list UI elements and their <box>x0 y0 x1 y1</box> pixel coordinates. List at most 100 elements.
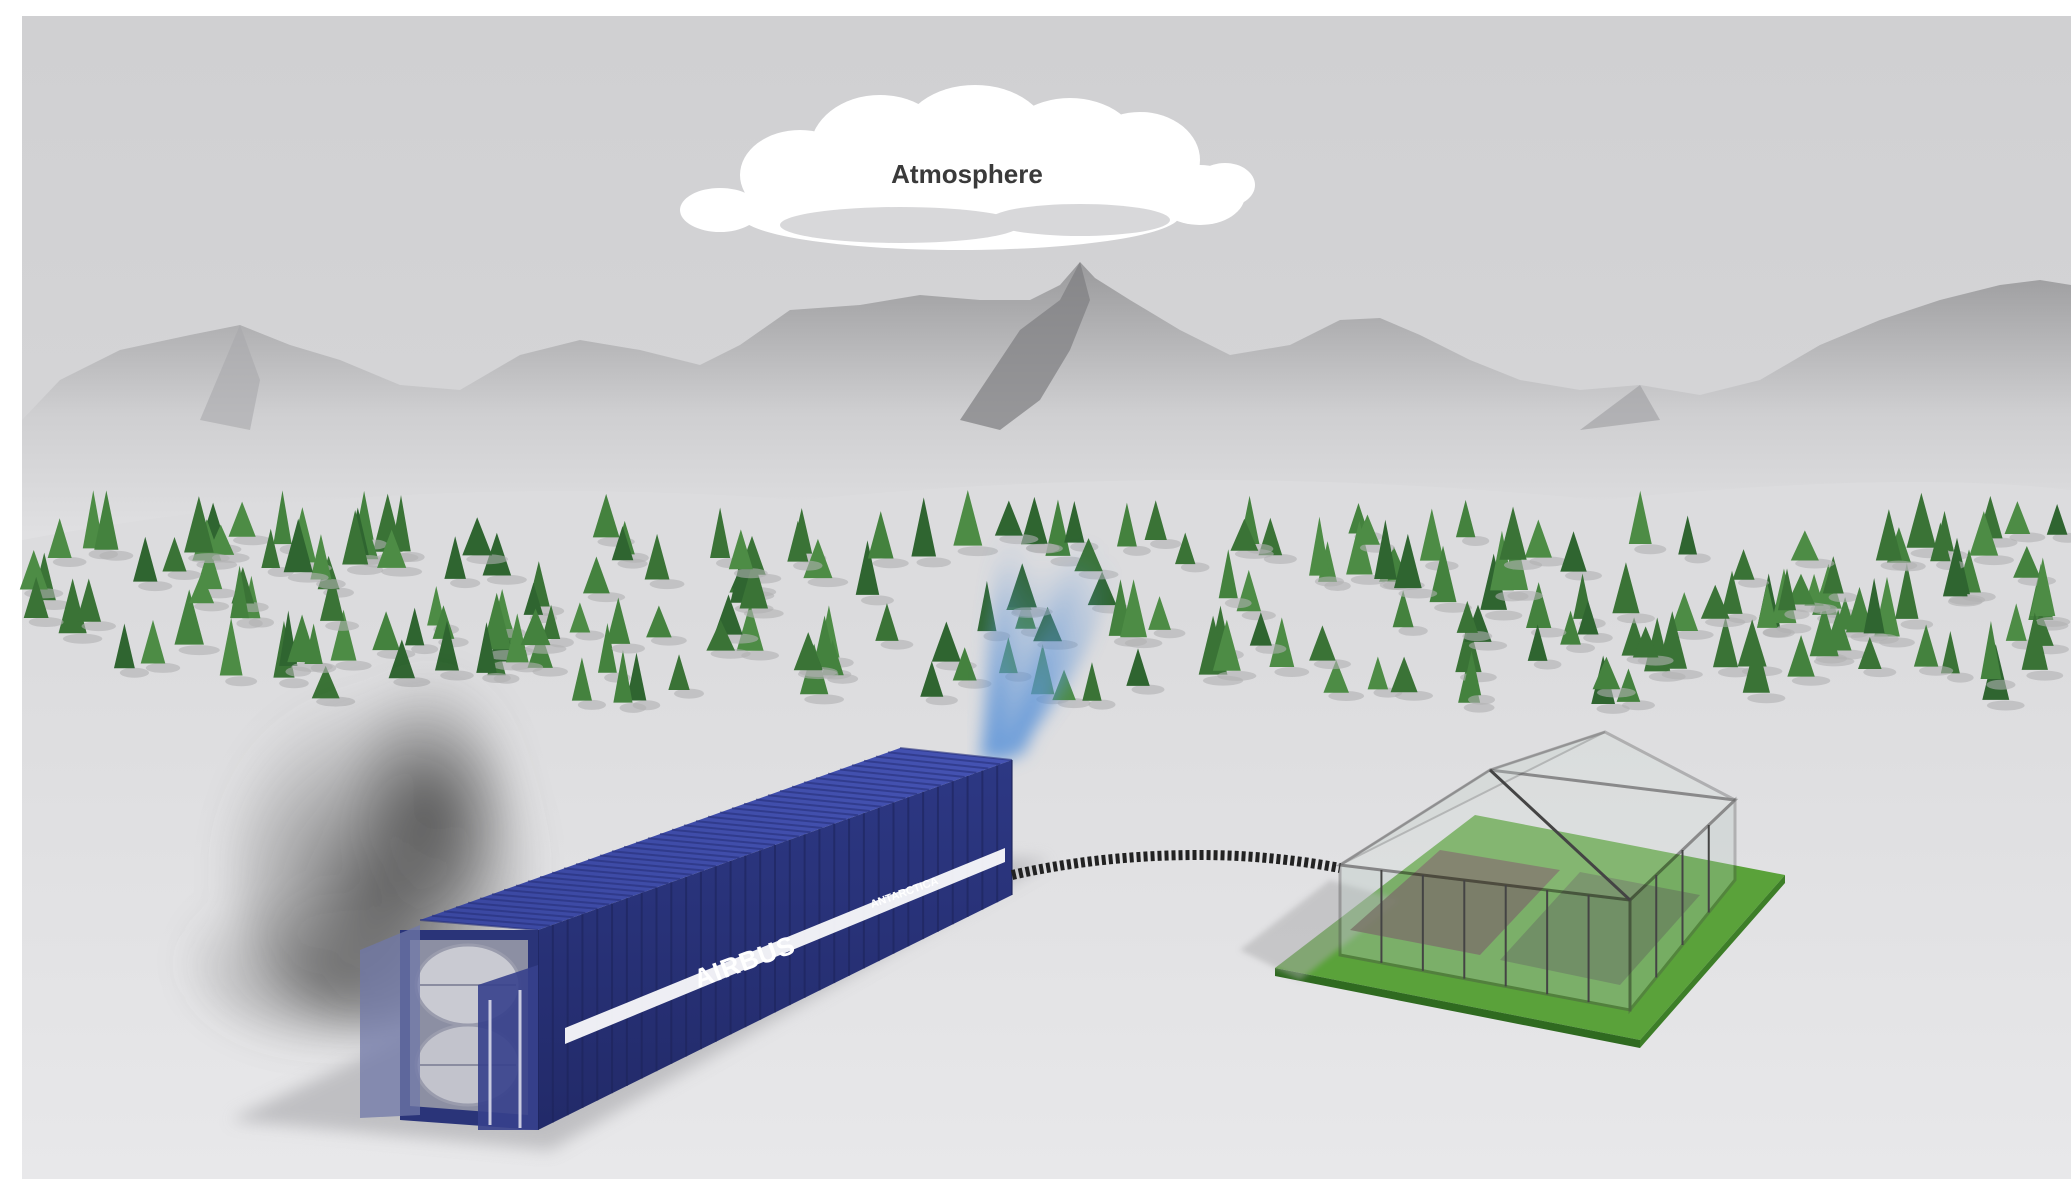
tree-icon <box>47 518 72 559</box>
tree-icon <box>133 536 158 582</box>
tree-belt <box>19 489 2071 714</box>
tree-icon <box>1777 568 1797 611</box>
tree-icon <box>444 536 466 579</box>
tree-icon <box>1809 604 1839 657</box>
tree-icon <box>1082 662 1102 701</box>
tree-icon <box>1126 648 1150 686</box>
tree-icon <box>646 605 672 638</box>
tree-icon <box>310 534 332 580</box>
tree-icon <box>1461 650 1482 696</box>
tree-icon <box>523 582 544 615</box>
tree-icon <box>1230 518 1259 551</box>
tree-icon <box>184 496 214 553</box>
tree-icon <box>1721 570 1743 614</box>
tree-icon <box>592 493 620 538</box>
tree-icon <box>482 532 512 576</box>
tree-icon <box>1144 500 1167 540</box>
tree-icon <box>94 490 119 550</box>
tree-icon <box>1323 660 1349 693</box>
tree-icon <box>520 608 551 646</box>
tree-icon <box>273 490 292 545</box>
tree-icon <box>304 623 323 664</box>
tree-icon <box>911 497 937 557</box>
tree-icon <box>1895 562 1919 619</box>
tree-icon <box>1309 625 1336 661</box>
tree-icon <box>644 533 670 580</box>
tree-icon <box>1560 610 1581 645</box>
tree-icon <box>2046 503 2068 535</box>
tree-icon <box>1429 545 1457 603</box>
tree-icon <box>1875 509 1902 561</box>
tree-icon <box>569 602 591 633</box>
tree-icon <box>1374 519 1397 580</box>
tree-icon <box>1786 573 1815 605</box>
tree-icon <box>1120 579 1147 638</box>
tree-icon <box>1678 515 1698 555</box>
tree-icon <box>1657 611 1688 669</box>
tree-icon <box>482 592 512 650</box>
tree-icon <box>462 517 493 556</box>
tree-icon <box>1756 582 1778 628</box>
tree-icon <box>1942 545 1968 597</box>
tree-icon <box>1906 492 1937 548</box>
tree-icon <box>1858 636 1882 669</box>
tree-icon <box>821 639 844 676</box>
tree-icon <box>230 565 249 619</box>
tree-icon <box>2013 545 2041 578</box>
tree-icon <box>706 619 735 651</box>
tree-icon <box>1712 616 1739 668</box>
tree-icon <box>606 597 631 644</box>
tree-icon <box>1980 621 2002 679</box>
tree-icon <box>1455 499 1476 538</box>
tree-icon <box>1249 612 1272 646</box>
tree-icon <box>1524 519 1552 558</box>
tree-icon <box>1525 582 1552 628</box>
tree-icon <box>1632 626 1659 658</box>
tree-icon <box>377 529 407 568</box>
tree-icon <box>793 632 823 671</box>
cloud-label: Atmosphere <box>891 159 1043 189</box>
tree-icon <box>1628 490 1652 544</box>
tree-icon <box>739 558 769 609</box>
tree-icon <box>668 654 690 691</box>
tree-icon <box>1742 638 1770 693</box>
tree-icon <box>2021 612 2048 670</box>
tree-icon <box>228 501 256 537</box>
tree-icon <box>1732 549 1755 580</box>
tree-icon <box>710 507 731 559</box>
tree-icon <box>19 550 48 590</box>
tree-icon <box>728 529 753 570</box>
tree-icon <box>613 649 633 703</box>
tree-icon <box>1787 635 1815 677</box>
tree-icon <box>261 528 281 569</box>
shipping-container-icon: AIRBUS ANTARCTICA <box>360 747 1013 1130</box>
tree-icon <box>1490 530 1514 591</box>
tree-icon <box>875 603 899 641</box>
tree-icon <box>1354 514 1380 545</box>
tree-icon <box>1670 592 1699 631</box>
tree-icon <box>626 652 647 701</box>
tree-icon <box>219 617 243 676</box>
tree-icon <box>113 623 135 669</box>
tree-icon <box>1456 600 1478 633</box>
tree-icon <box>283 518 313 573</box>
tree-icon <box>189 572 215 604</box>
tree-icon <box>2004 501 2031 535</box>
tree-icon <box>1394 533 1422 589</box>
tree-icon <box>1499 506 1527 560</box>
tree-icon <box>1455 619 1482 673</box>
tree-icon <box>1700 584 1730 619</box>
tree-icon <box>994 500 1023 536</box>
cloud-icon: Atmosphere <box>680 85 1255 250</box>
tree-icon <box>1392 590 1414 628</box>
tree-icon <box>1218 549 1238 599</box>
tree-icon <box>1269 617 1295 668</box>
tree-icon <box>611 525 634 561</box>
tree-icon <box>1367 656 1389 690</box>
tree-icon <box>1309 516 1330 576</box>
pipe-icon <box>1010 849 1341 880</box>
tree-icon <box>953 489 983 546</box>
tree-icon <box>388 639 416 679</box>
tree-icon <box>1419 508 1444 561</box>
tree-icon <box>1390 656 1418 693</box>
